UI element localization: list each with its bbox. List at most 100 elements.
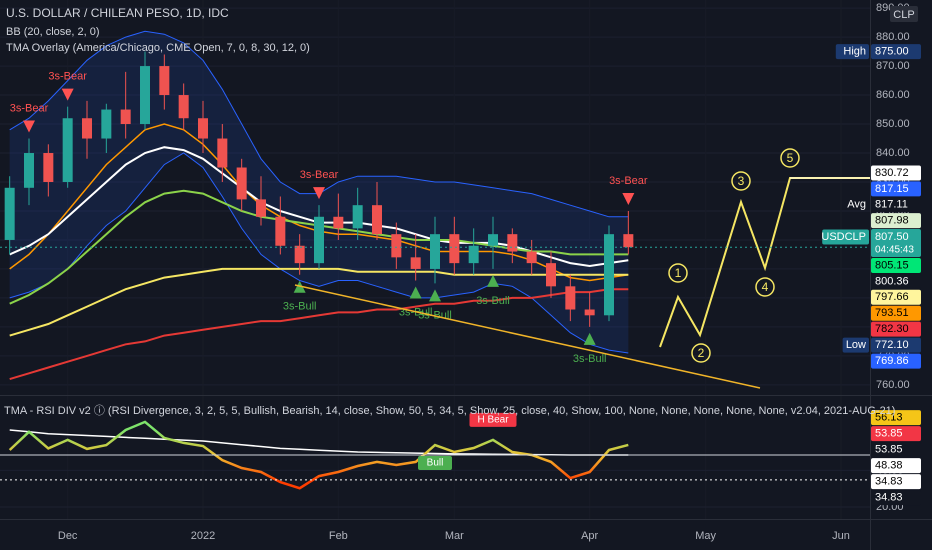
signal-label: 3s-Bear <box>48 71 87 83</box>
candle-body <box>294 245 305 264</box>
price-tag-label: 769.86 <box>875 355 909 367</box>
price-tag-label: 800.36 <box>875 275 909 287</box>
candle-body <box>120 109 131 125</box>
wave-circle <box>731 171 751 191</box>
price-tag-label: 34.83 <box>875 475 903 487</box>
price-tag <box>871 44 921 60</box>
signal-label: 3s-Bear <box>300 169 339 181</box>
price-tag-label: 875.00 <box>875 45 909 57</box>
wave-circle <box>780 148 800 168</box>
wave-label: 4 <box>762 280 769 294</box>
price-tag <box>871 305 921 321</box>
divergence-box <box>418 456 452 471</box>
price-tag <box>871 490 921 506</box>
price-tag-label: 772.10 <box>875 339 909 351</box>
divergence-label: Bull <box>427 458 444 469</box>
price-tag <box>871 458 921 474</box>
candle-body <box>449 234 460 264</box>
band-line <box>9 152 629 354</box>
tag-name: High <box>843 45 866 57</box>
candle-body <box>468 245 479 264</box>
tag-name-box <box>842 337 869 353</box>
price-tag <box>871 337 921 353</box>
overlay: 875.00 High 830.72 817.15 817.11 Avg 807.98 807… <box>0 44 921 506</box>
bull-signal <box>429 289 441 302</box>
candle-body <box>352 205 363 229</box>
signal-label: 3s-Bear <box>609 175 648 187</box>
candle-body <box>62 118 73 182</box>
y-tick-label: 850.00 <box>876 118 910 130</box>
candle-body <box>24 153 34 188</box>
tag-name: USDCLP <box>821 231 866 243</box>
price-tag-label: 782.30 <box>875 323 909 335</box>
currency-label: CLP <box>893 9 914 21</box>
candle-body <box>217 138 228 168</box>
wave-labels: 1 2 3 4 5 <box>668 148 800 363</box>
currency-box <box>890 6 918 22</box>
wave-circle <box>755 277 775 297</box>
price-tag-label: 817.11 <box>875 199 908 211</box>
price-tag-label: 817.15 <box>875 183 909 195</box>
wave-circle <box>691 343 711 363</box>
price-tag <box>871 257 921 273</box>
x-tick-label: Apr <box>581 530 598 542</box>
candle-body <box>101 109 112 139</box>
divergence-label: H Bear <box>477 415 509 426</box>
candle-body <box>178 95 189 119</box>
price-tag-label: 56.13 <box>875 411 903 423</box>
tag-name-box <box>835 44 869 60</box>
x-tick-label: Feb <box>329 530 348 542</box>
price-tag <box>871 321 921 337</box>
price-tag-label: 807.98 <box>875 215 909 227</box>
candle-body <box>314 216 324 264</box>
bull-signal <box>583 332 596 345</box>
price-tag <box>871 273 921 289</box>
candle-body <box>43 153 54 182</box>
price-tag-label: 53.85 <box>875 427 903 439</box>
wave-label: 2 <box>698 346 705 360</box>
price-tag <box>871 410 921 426</box>
trendline <box>294 284 761 389</box>
signal-label: 3s-Bull <box>476 295 510 307</box>
rsi-title: TMA - RSI DIV v2 ⓘ (RSI Divergence, 3, 2… <box>4 404 895 417</box>
signal-label: 3s-Bear <box>10 102 49 114</box>
signal-label: 3s-Bull <box>573 353 607 365</box>
tag-name: Avg <box>847 199 866 211</box>
price-tag <box>871 474 921 490</box>
price-tag <box>871 197 921 213</box>
price-tag <box>871 353 921 369</box>
signal-label: 3s-Bull <box>283 301 317 313</box>
price-tag <box>871 229 921 258</box>
candle-body <box>82 118 92 139</box>
candle-body <box>623 234 634 248</box>
price-tag-label: 48.38 <box>875 459 903 471</box>
candle-body <box>275 216 286 246</box>
candle-body <box>198 118 208 139</box>
bear-signal <box>23 120 35 133</box>
candle-body <box>488 234 498 246</box>
candle-body <box>526 251 537 264</box>
price-tag <box>871 442 921 458</box>
bear-signal <box>622 192 635 205</box>
x-tick-label: Dec <box>58 530 78 542</box>
bull-signal <box>409 286 422 299</box>
wave-label: 3 <box>738 174 745 188</box>
candle-body <box>256 199 266 217</box>
candle-body <box>546 263 556 287</box>
price-tag-label: 807.50 <box>875 231 909 243</box>
bull-signal <box>487 274 499 287</box>
y-tick-label: 860.00 <box>876 89 910 101</box>
candle-body <box>507 234 518 252</box>
price-tag <box>871 426 921 442</box>
price-tag <box>871 181 921 197</box>
candle-body <box>604 234 614 316</box>
candle-body <box>584 309 595 316</box>
countdown-label: 04:45:43 <box>875 245 914 256</box>
price-tag <box>871 165 921 181</box>
price-tag <box>871 213 921 229</box>
tag-name: Low <box>846 339 866 351</box>
y-tick-label: 760.00 <box>876 379 910 391</box>
candle-body <box>140 66 150 125</box>
